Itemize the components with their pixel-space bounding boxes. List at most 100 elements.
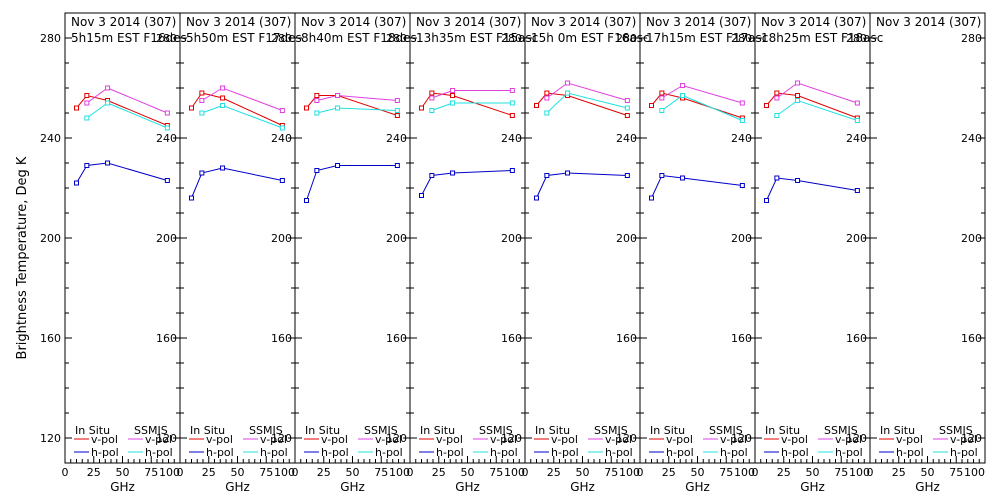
y-tick-label: 240: [616, 132, 637, 145]
y-tick-label: 200: [846, 232, 867, 245]
data-point: [774, 175, 780, 181]
y-tick-label: 280: [731, 32, 752, 45]
data-point: [739, 183, 745, 188]
legend-label: h-pol: [720, 446, 748, 459]
y-tick-label: 120: [616, 432, 637, 445]
data-point: [279, 108, 285, 113]
x-tick-label: 0: [62, 466, 69, 479]
y-tick-label: 160: [386, 332, 407, 345]
legend-label: v-pol: [896, 433, 923, 446]
data-point: [220, 103, 226, 108]
legend-ssmis-title: SSMIS: [479, 424, 513, 437]
x-tick-label: 0: [177, 466, 184, 479]
x-tick-label: 75: [949, 466, 963, 479]
y-tick-label: 280: [616, 32, 637, 45]
y-tick-label: 240: [846, 132, 867, 145]
y-tick-label: 280: [961, 32, 982, 45]
x-tick-label: 25: [547, 466, 561, 479]
panel-subtitle: 5h50m EST F17des: [186, 31, 302, 45]
x-tick-label: 75: [374, 466, 388, 479]
data-point: [220, 165, 226, 171]
x-tick-label: 75: [834, 466, 848, 479]
legend-label: h-pol: [91, 446, 119, 459]
series-line: [76, 162, 168, 184]
data-point: [659, 90, 665, 96]
panel: Nov 3 2014 (307) 5h15m EST F16des 120 160 20…: [40, 12, 187, 494]
data-point: [739, 118, 745, 123]
y-tick-label: 200: [501, 232, 522, 245]
y-tick-label: 120: [961, 432, 982, 445]
series-line: [191, 92, 283, 126]
y-tick-label: 240: [731, 132, 752, 145]
legend-ssmis-title: SSMIS: [364, 424, 398, 437]
y-tick-label: 240: [961, 132, 982, 145]
series-line: [651, 92, 743, 119]
x-tick-label: 0: [292, 466, 299, 479]
x-tick-label: 50: [691, 466, 705, 479]
data-point: [314, 168, 320, 173]
legend-ssmis-title: SSMIS: [249, 424, 283, 437]
data-point: [565, 80, 571, 86]
data-point: [509, 113, 515, 118]
y-tick-label: 120: [156, 432, 177, 445]
series-line: [306, 95, 398, 116]
y-tick-label: 120: [731, 432, 752, 445]
panel-subtitle: 5h15m EST F16des: [71, 31, 187, 45]
data-point: [565, 170, 571, 176]
x-tick-label: 25: [892, 466, 906, 479]
data-point: [854, 100, 860, 106]
data-point: [314, 110, 320, 116]
y-tick-label: 280: [40, 32, 61, 45]
data-point: [680, 175, 686, 181]
x-tick-label: 0: [407, 466, 414, 479]
legend-label: v-pol: [490, 433, 517, 446]
data-point: [84, 93, 90, 98]
y-tick-label: 160: [156, 332, 177, 345]
y-tick-label: 160: [616, 332, 637, 345]
data-point: [304, 105, 309, 111]
data-point: [335, 93, 341, 98]
y-tick-label: 120: [40, 432, 61, 445]
x-axis-label: GHz: [340, 480, 365, 494]
x-tick-label: 75: [489, 466, 503, 479]
data-point: [649, 195, 654, 201]
y-tick-label: 160: [731, 332, 752, 345]
legend-label: v-pol: [666, 433, 693, 446]
data-point: [304, 198, 309, 203]
data-point: [335, 105, 341, 111]
series-line: [546, 92, 628, 114]
series-line: [421, 170, 513, 196]
legend-ssmis-title: SSMIS: [824, 424, 858, 437]
legend-label: v-pol: [436, 433, 463, 446]
data-point: [680, 93, 686, 98]
data-point: [220, 95, 226, 101]
data-point: [795, 80, 801, 86]
data-point: [795, 93, 801, 98]
data-point: [74, 105, 79, 111]
series-line: [536, 172, 628, 199]
legend-label: h-pol: [145, 446, 173, 459]
data-point: [854, 118, 860, 123]
data-point: [74, 180, 79, 186]
data-point: [164, 110, 170, 116]
data-point: [659, 173, 665, 178]
legend-insitu-title: In Situ: [420, 424, 455, 437]
data-point: [105, 85, 111, 91]
panel-subtitle: 13h35m EST F15asc: [416, 31, 538, 45]
panel: Nov 3 2014 (307) 17h15m EST F17asc 120 160 2…: [637, 12, 768, 494]
y-tick-label: 200: [616, 232, 637, 245]
data-point: [739, 100, 745, 106]
legend-label: v-pol: [145, 433, 172, 446]
data-point: [680, 83, 686, 88]
data-point: [189, 105, 194, 111]
legend-label: h-pol: [551, 446, 579, 459]
data-point: [105, 100, 111, 106]
x-tick-label: 75: [144, 466, 158, 479]
x-axis-label: GHz: [685, 480, 710, 494]
x-tick-label: 50: [576, 466, 590, 479]
data-point: [189, 195, 194, 201]
panel: Nov 3 2014 (307) 8h40m EST F18des 120 160 20…: [292, 12, 417, 494]
data-point: [314, 93, 320, 98]
data-point: [544, 173, 550, 178]
